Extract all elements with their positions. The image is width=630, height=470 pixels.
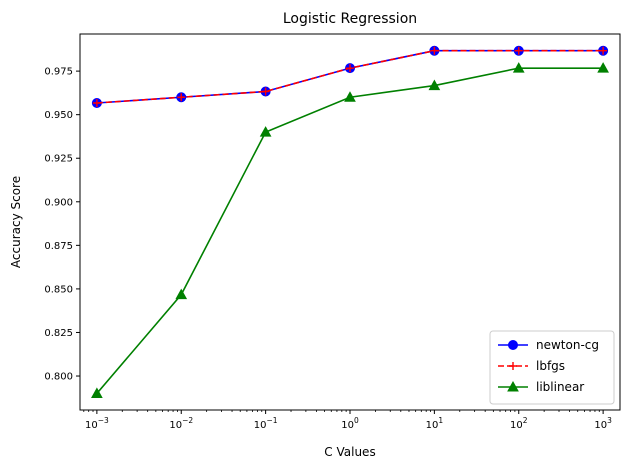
legend-box: [489, 330, 615, 405]
data-point-lbfgs: [514, 46, 523, 55]
data-point-lbfgs: [177, 93, 186, 102]
plot-series: [91, 45, 609, 398]
y-tick-label: 0.975: [44, 67, 73, 78]
legend-label-lbfgs: lbfgs: [536, 359, 565, 373]
x-tick-label: 100: [341, 416, 359, 431]
data-point-lbfgs: [430, 46, 439, 55]
y-tick-label: 0.925: [44, 154, 73, 165]
y-tick-label: 0.825: [44, 328, 73, 339]
legend-label-liblinear: liblinear: [536, 380, 584, 394]
data-point-liblinear: [344, 91, 356, 102]
y-tick-label: 0.875: [44, 241, 73, 252]
x-tick-label: 101: [426, 416, 444, 431]
plot-frame: [79, 33, 621, 411]
y-tick-label: 0.950: [44, 110, 73, 121]
data-point-lbfgs: [345, 64, 354, 73]
chart-title: Logistic Regression: [283, 11, 417, 27]
y-axis-title: Accuracy Score: [9, 176, 23, 268]
legend: newton-cg lbfgs liblinear: [489, 330, 615, 405]
data-point-lbfgs: [599, 46, 608, 55]
data-point-liblinear: [597, 62, 609, 73]
x-tick-label: 10−2: [169, 416, 193, 431]
x-tick-label: 10−1: [254, 416, 278, 431]
legend-marker-lbfgs: [509, 362, 517, 370]
y-axis: 0.800 0.825 0.850 0.875 0.900 0.925 0.950 0.975: [44, 67, 80, 383]
data-point-liblinear: [512, 62, 525, 73]
x-tick-label: 10−3: [85, 416, 109, 431]
data-point-liblinear: [91, 387, 103, 398]
legend-label-newton-cg: newton-cg: [536, 338, 599, 352]
y-tick-label: 0.850: [44, 284, 73, 295]
data-point-liblinear: [428, 79, 441, 91]
data-point-lbfgs: [261, 87, 270, 96]
x-tick-label: 102: [510, 416, 528, 431]
data-point-liblinear: [175, 288, 188, 300]
x-tick-label: 103: [594, 416, 612, 431]
x-axis-title: C Values: [324, 445, 375, 459]
y-tick-label: 0.900: [44, 197, 73, 208]
data-point-liblinear: [259, 126, 272, 137]
data-point-lbfgs: [92, 98, 101, 107]
legend-marker-newton-cg: [508, 340, 518, 350]
legend-marker-liblinear: [507, 380, 519, 392]
y-tick-label: 0.800: [44, 372, 73, 383]
